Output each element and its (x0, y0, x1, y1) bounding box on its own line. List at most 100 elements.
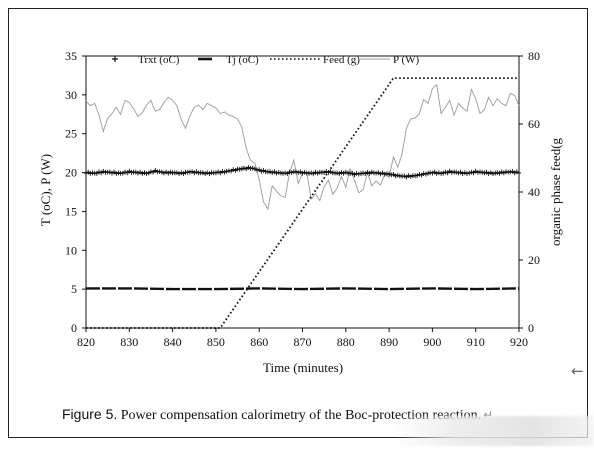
trxt-marker (488, 170, 493, 175)
trxt-marker (393, 173, 398, 179)
trxt-marker (482, 170, 487, 176)
legend-label: Feed (g) (323, 54, 360, 66)
x-tick-label: 820 (77, 335, 95, 349)
legend-label: P (W) (393, 54, 420, 66)
trxt-marker (276, 170, 281, 175)
left-axis-title: T (oC), P (W) (38, 154, 53, 226)
trxt-marker (187, 169, 192, 175)
trxt-marker (436, 170, 441, 176)
trxt-marker (365, 169, 370, 175)
trxt-marker (250, 165, 255, 171)
trxt-marker (391, 171, 396, 177)
trxt-marker (430, 170, 435, 176)
trxt-marker (177, 171, 182, 177)
series-feed-line (86, 77, 519, 329)
trxt-marker (458, 169, 463, 175)
trxt-marker (270, 170, 275, 176)
trxt-marker (84, 170, 88, 176)
legend-trxt-symbol (112, 56, 118, 62)
trxt-marker (380, 170, 385, 176)
trxt-marker (140, 171, 145, 176)
trxt-marker (179, 170, 184, 176)
trxt-marker (313, 169, 318, 175)
trxt-marker (257, 167, 262, 173)
trxt-marker (517, 170, 521, 176)
trxt-marker (294, 169, 298, 175)
trxt-marker (281, 171, 285, 176)
series-power-line (85, 83, 520, 211)
trxt-marker (289, 170, 294, 175)
trxt-marker (315, 170, 320, 176)
trxt-marker (415, 173, 420, 178)
trxt-marker (406, 173, 411, 178)
trxt-marker (508, 169, 513, 175)
trxt-marker (99, 170, 104, 176)
trxt-marker (300, 170, 305, 176)
trxt-marker (376, 170, 381, 176)
trxt-marker (484, 169, 489, 175)
x-tick-label: 890 (380, 335, 398, 349)
right-axis-ticks: 0 20 40 60 80 (519, 49, 540, 335)
trxt-marker (190, 169, 195, 174)
trxt-marker (138, 169, 143, 175)
left-tick-label: 0 (71, 321, 77, 335)
trxt-marker (94, 170, 99, 176)
trxt-marker (469, 169, 474, 175)
trxt-marker (441, 170, 446, 176)
trxt-marker (242, 165, 246, 171)
trxt-marker (161, 170, 166, 176)
trxt-marker (239, 166, 244, 172)
trxt-marker (339, 169, 344, 175)
left-axis-ticks: 0 5 10 15 20 25 30 35 (65, 49, 86, 335)
trxt-marker (495, 170, 500, 176)
trxt-marker (341, 170, 346, 176)
trxt-marker (125, 170, 130, 176)
trxt-marker (328, 169, 333, 175)
x-axis-title: Time (minutes) (263, 360, 343, 375)
x-tick-label: 830 (120, 335, 138, 349)
trxt-marker (97, 169, 101, 175)
trxt-marker (423, 171, 428, 177)
trxt-marker (447, 168, 452, 174)
trxt-marker (363, 171, 368, 176)
trxt-marker (443, 169, 448, 175)
series-layer (84, 77, 521, 329)
watermark (394, 416, 594, 446)
trxt-marker (174, 170, 179, 175)
right-axis-title: organic phase feed(g (548, 137, 563, 246)
trxt-marker (222, 169, 227, 175)
trxt-marker (402, 173, 407, 179)
trxt-marker (213, 170, 218, 176)
trxt-marker (246, 165, 251, 170)
trxt-marker (203, 171, 208, 177)
trxt-marker (491, 171, 495, 177)
right-tick-label: 60 (528, 117, 540, 131)
trxt-marker (268, 169, 272, 175)
left-tick-label: 5 (71, 282, 77, 296)
trxt-marker (168, 169, 173, 175)
trxt-marker (322, 170, 327, 175)
trxt-marker (120, 170, 125, 176)
trxt-marker (335, 170, 340, 176)
x-tick-label: 910 (467, 335, 485, 349)
trxt-marker (164, 169, 169, 175)
trxt-marker (136, 170, 140, 176)
trxt-marker (220, 169, 225, 174)
trxt-marker (343, 169, 348, 175)
x-tick-label: 920 (510, 335, 528, 349)
trxt-marker (218, 170, 223, 176)
trxt-marker (311, 171, 316, 177)
trxt-marker (346, 170, 350, 176)
trxt-marker (101, 168, 106, 174)
trxt-marker (471, 170, 476, 176)
trxt-marker (382, 171, 387, 177)
legend-label: Tj (oC) (226, 54, 259, 66)
legend: Trxt (oC) Tj (oC) Feed (g) P (W) (112, 54, 420, 66)
trxt-marker (272, 169, 277, 175)
plot-border (85, 55, 520, 329)
trxt-marker (151, 169, 156, 175)
trxt-marker (146, 170, 151, 176)
trxt-marker (116, 170, 121, 176)
right-tick-label: 80 (528, 49, 540, 63)
legend-label: Trxt (oC) (138, 54, 180, 66)
